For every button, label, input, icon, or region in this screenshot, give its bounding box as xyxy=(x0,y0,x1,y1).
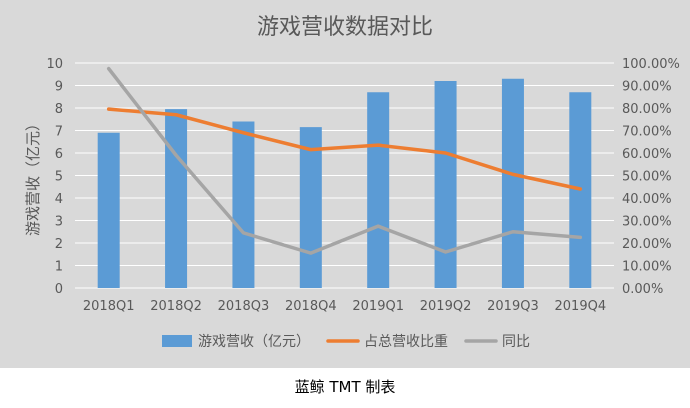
y-tick-label: 0 xyxy=(55,282,63,297)
y-tick-label: 4 xyxy=(55,192,63,207)
y-tick-label: 1 xyxy=(55,260,63,275)
x-tick-label: 2018Q4 xyxy=(285,299,337,314)
y-tick-label: 5 xyxy=(55,170,63,185)
bar xyxy=(97,132,120,288)
y2-tick-label: 90.00% xyxy=(622,80,672,95)
x-tick-label: 2018Q2 xyxy=(150,299,202,314)
y-tick-label: 7 xyxy=(55,125,63,140)
x-axis-ticks: 2018Q1 2018Q2 2018Q3 2018Q4 2019Q1 2019Q2 2019… xyxy=(83,299,606,314)
bar-series xyxy=(97,78,592,288)
y-axis-label: 游戏营收（亿元） xyxy=(24,116,42,236)
bar xyxy=(434,81,457,288)
y2-tick-label: 10.00% xyxy=(622,260,672,275)
legend-label: 同比 xyxy=(502,334,530,350)
y-tick-label: 3 xyxy=(55,215,63,230)
bar xyxy=(232,121,255,288)
x-tick-label: 2019Q1 xyxy=(352,299,404,314)
chart-title: 游戏营收数据对比 xyxy=(257,15,433,40)
y-tick-label: 9 xyxy=(55,80,63,95)
bar xyxy=(367,92,390,288)
y-tick-label: 8 xyxy=(55,102,63,117)
y-axis-ticks: 0 1 2 3 4 5 6 7 8 9 10 xyxy=(46,57,63,297)
legend-swatch xyxy=(162,335,192,347)
x-tick-label: 2019Q2 xyxy=(420,299,472,314)
line-series xyxy=(106,66,583,255)
y-tick-label: 10 xyxy=(46,57,63,72)
x-tick-label: 2019Q3 xyxy=(487,299,539,314)
legend-label: 占总营收比重 xyxy=(364,334,448,350)
legend: 游戏营收（亿元） 占总营收比重 同比 xyxy=(162,334,530,350)
y2-tick-label: 100.00% xyxy=(622,57,680,72)
x-tick-label: 2018Q3 xyxy=(218,299,270,314)
y2-tick-label: 40.00% xyxy=(622,192,672,207)
y2-tick-label: 70.00% xyxy=(622,125,672,140)
y2-tick-label: 20.00% xyxy=(622,237,672,252)
footer-caption: 蓝鲸 TMT 制表 xyxy=(295,378,396,396)
y2-tick-label: 50.00% xyxy=(622,170,672,185)
gridlines xyxy=(75,62,614,289)
y2-tick-label: 0.00% xyxy=(622,282,663,297)
bar xyxy=(501,78,524,288)
y2-tick-label: 80.00% xyxy=(622,102,672,117)
series-line xyxy=(106,66,583,255)
x-tick-label: 2018Q1 xyxy=(83,299,135,314)
series-line xyxy=(106,107,583,191)
legend-label: 游戏营收（亿元） xyxy=(198,334,310,350)
bar xyxy=(165,109,188,288)
y-tick-label: 6 xyxy=(55,147,63,162)
bar xyxy=(299,127,322,288)
y2-tick-label: 30.00% xyxy=(622,215,672,230)
y2-axis-ticks: 0.00% 10.00% 20.00% 30.00% 40.00% 50.00% 60.00… xyxy=(622,57,680,297)
y-tick-label: 2 xyxy=(55,237,63,252)
x-tick-label: 2019Q4 xyxy=(555,299,607,314)
y2-tick-label: 60.00% xyxy=(622,147,672,162)
